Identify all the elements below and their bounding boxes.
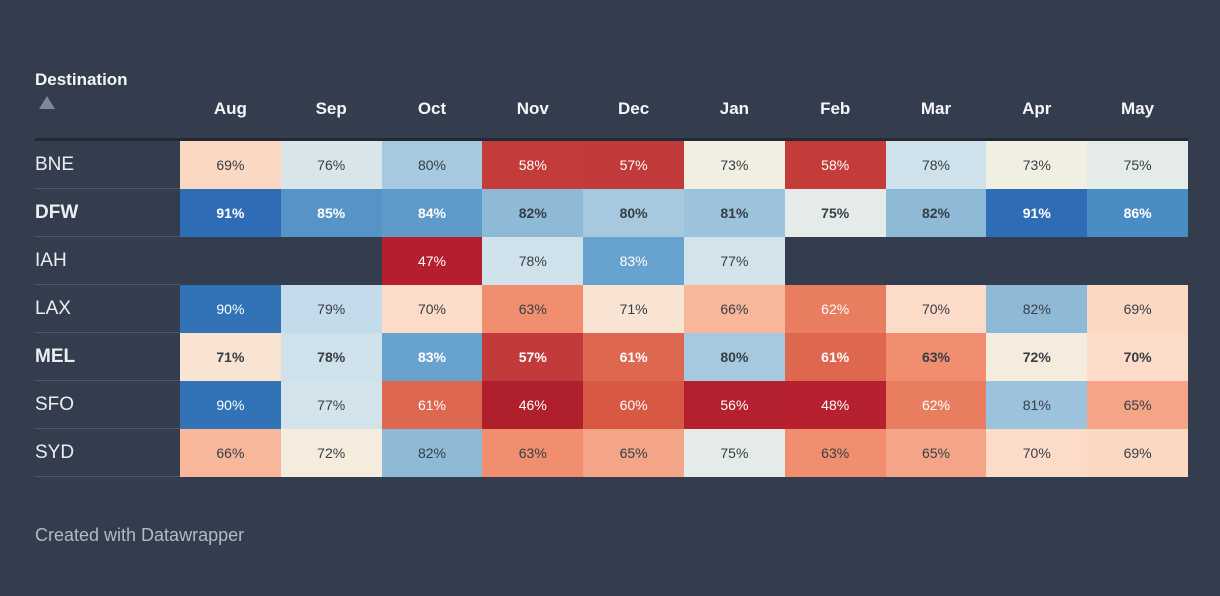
- column-header-oct[interactable]: Oct: [417, 99, 447, 118]
- cell-dfw-feb: 75%: [784, 189, 886, 237]
- cell-mel-oct: 83%: [381, 333, 483, 381]
- datawrapper-attribution-link[interactable]: Created with Datawrapper: [35, 525, 245, 545]
- row-label-lax: LAX: [35, 285, 180, 333]
- cell-lax-oct: 70%: [381, 285, 483, 333]
- cell-syd-mar: 65%: [885, 429, 987, 477]
- cell-syd-may: 69%: [1087, 429, 1188, 477]
- cell-lax-jan: 66%: [684, 285, 785, 333]
- heatmap-grid: BNE 69% 76% 80% 58% 57% 73% 58% 78% 73% 75% DFW 91% 8…: [35, 141, 1188, 477]
- cell-iah-may: [1087, 237, 1188, 285]
- cell-iah-mar: [886, 237, 987, 285]
- month-header-row: Aug Sep Oct Nov Dec Jan Feb Mar Apr May: [180, 95, 1188, 123]
- destination-column-header[interactable]: Destination: [35, 70, 128, 89]
- row-label-dfw: DFW: [35, 189, 180, 237]
- cell-dfw-nov: 82%: [482, 189, 584, 237]
- column-header-nov[interactable]: Nov: [516, 99, 549, 118]
- cell-bne-dec: 57%: [583, 141, 684, 189]
- cell-bne-nov: 58%: [482, 141, 584, 189]
- cell-mel-aug: 71%: [180, 333, 281, 381]
- cell-mel-dec: 61%: [583, 333, 684, 381]
- row-label-iah: IAH: [35, 237, 180, 285]
- cell-bne-apr: 73%: [986, 141, 1088, 189]
- cell-dfw-aug: 91%: [180, 189, 281, 237]
- column-header-aug[interactable]: Aug: [213, 99, 247, 118]
- cell-syd-feb: 63%: [784, 429, 886, 477]
- cell-bne-feb: 58%: [784, 141, 886, 189]
- cell-mel-feb: 61%: [784, 333, 886, 381]
- cell-mel-apr: 72%: [986, 333, 1088, 381]
- cell-lax-may: 69%: [1087, 285, 1188, 333]
- row-label-sfo: SFO: [35, 381, 180, 429]
- cell-bne-jan: 73%: [684, 141, 785, 189]
- cell-mel-nov: 57%: [482, 333, 584, 381]
- cell-syd-oct: 82%: [381, 429, 483, 477]
- cell-iah-aug: [180, 237, 281, 285]
- cell-mel-may: 70%: [1087, 333, 1188, 381]
- cell-lax-mar: 70%: [885, 285, 987, 333]
- cell-sfo-dec: 60%: [583, 381, 684, 429]
- cell-lax-sep: 79%: [280, 285, 382, 333]
- cell-lax-feb: 62%: [784, 285, 886, 333]
- cell-dfw-dec: 80%: [583, 189, 684, 237]
- cell-bne-may: 75%: [1087, 141, 1188, 189]
- cell-syd-jan: 75%: [684, 429, 785, 477]
- cell-sfo-mar: 62%: [885, 381, 987, 429]
- cell-sfo-feb: 48%: [784, 381, 886, 429]
- cell-dfw-sep: 85%: [280, 189, 382, 237]
- cell-mel-mar: 63%: [885, 333, 987, 381]
- cell-dfw-jan: 81%: [684, 189, 785, 237]
- cell-iah-oct: 47%: [381, 237, 483, 285]
- cell-syd-sep: 72%: [280, 429, 382, 477]
- cell-syd-apr: 70%: [986, 429, 1088, 477]
- cell-iah-sep: [281, 237, 382, 285]
- cell-bne-sep: 76%: [280, 141, 382, 189]
- row-label-syd: SYD: [35, 429, 180, 477]
- cell-iah-nov: 78%: [482, 237, 584, 285]
- cell-mel-jan: 80%: [684, 333, 785, 381]
- cell-iah-apr: [986, 237, 1087, 285]
- row-label-mel: MEL: [35, 333, 180, 381]
- cell-iah-feb: [785, 237, 886, 285]
- cell-sfo-aug: 90%: [180, 381, 281, 429]
- cell-bne-mar: 78%: [885, 141, 987, 189]
- cell-iah-dec: 83%: [583, 237, 684, 285]
- cell-sfo-may: 65%: [1087, 381, 1188, 429]
- cell-dfw-may: 86%: [1087, 189, 1188, 237]
- cell-syd-dec: 65%: [583, 429, 684, 477]
- cell-syd-aug: 66%: [180, 429, 281, 477]
- column-header-dec[interactable]: Dec: [618, 99, 650, 118]
- cell-sfo-nov: 46%: [482, 381, 584, 429]
- column-header-sep[interactable]: Sep: [315, 99, 347, 118]
- column-header-mar[interactable]: Mar: [920, 99, 952, 118]
- cell-sfo-apr: 81%: [986, 381, 1088, 429]
- cell-bne-aug: 69%: [180, 141, 281, 189]
- cell-lax-apr: 82%: [986, 285, 1088, 333]
- cell-syd-nov: 63%: [482, 429, 584, 477]
- cell-lax-aug: 90%: [180, 285, 281, 333]
- column-header-feb[interactable]: Feb: [820, 99, 851, 118]
- cell-lax-dec: 71%: [583, 285, 684, 333]
- cell-iah-jan: 77%: [684, 237, 785, 285]
- column-header-may[interactable]: May: [1121, 99, 1155, 118]
- cell-dfw-mar: 82%: [885, 189, 987, 237]
- column-header-apr[interactable]: Apr: [1022, 99, 1052, 118]
- cell-mel-sep: 78%: [280, 333, 382, 381]
- cell-sfo-sep: 77%: [280, 381, 382, 429]
- cell-bne-oct: 80%: [381, 141, 483, 189]
- cell-dfw-oct: 84%: [381, 189, 483, 237]
- header-divider: [35, 138, 1188, 141]
- row-label-bne: BNE: [35, 141, 180, 189]
- cell-sfo-jan: 56%: [684, 381, 785, 429]
- cell-lax-nov: 63%: [482, 285, 584, 333]
- column-header-jan[interactable]: Jan: [719, 99, 750, 118]
- cell-dfw-apr: 91%: [986, 189, 1088, 237]
- sort-ascending-icon[interactable]: [39, 96, 55, 109]
- cell-sfo-oct: 61%: [381, 381, 483, 429]
